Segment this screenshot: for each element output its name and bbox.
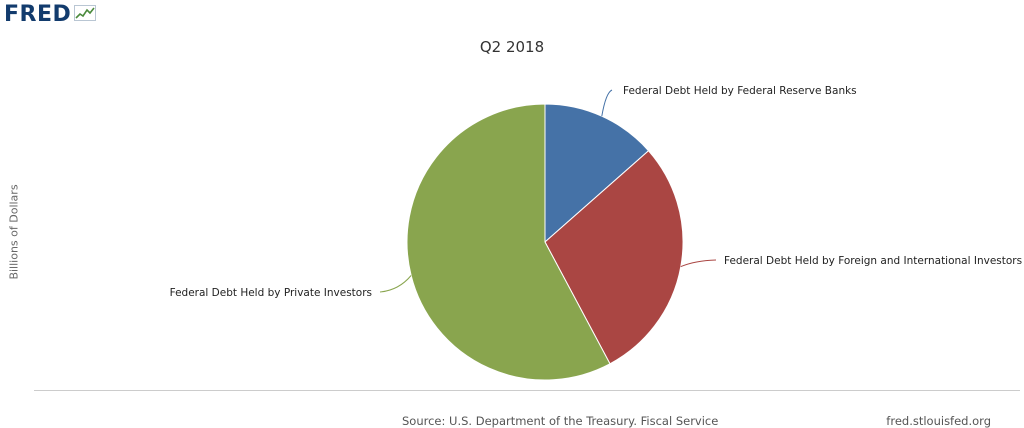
source-text: Source: U.S. Department of the Treasury.… bbox=[402, 414, 719, 428]
site-url[interactable]: fred.stlouisfed.org bbox=[886, 414, 991, 428]
pie-slice-label: Federal Debt Held by Private Investors bbox=[170, 287, 372, 299]
x-axis-line bbox=[34, 390, 1020, 391]
fred-logo-text: FRED bbox=[4, 2, 72, 27]
pie-label-connector bbox=[601, 89, 613, 117]
pie-slice[interactable] bbox=[544, 103, 650, 244]
chart-title: Q2 2018 bbox=[479, 38, 545, 56]
pie-label-connector bbox=[379, 275, 412, 293]
pie-label-connector bbox=[680, 259, 717, 268]
fred-logo[interactable]: FRED bbox=[4, 2, 97, 27]
pie-slice[interactable] bbox=[406, 103, 611, 381]
line-graph-icon bbox=[74, 4, 97, 25]
pie-slice-label: Federal Debt Held by Foreign and Interna… bbox=[724, 255, 1022, 267]
pie-slice-label: Federal Debt Held by Federal Reserve Ban… bbox=[623, 85, 857, 97]
